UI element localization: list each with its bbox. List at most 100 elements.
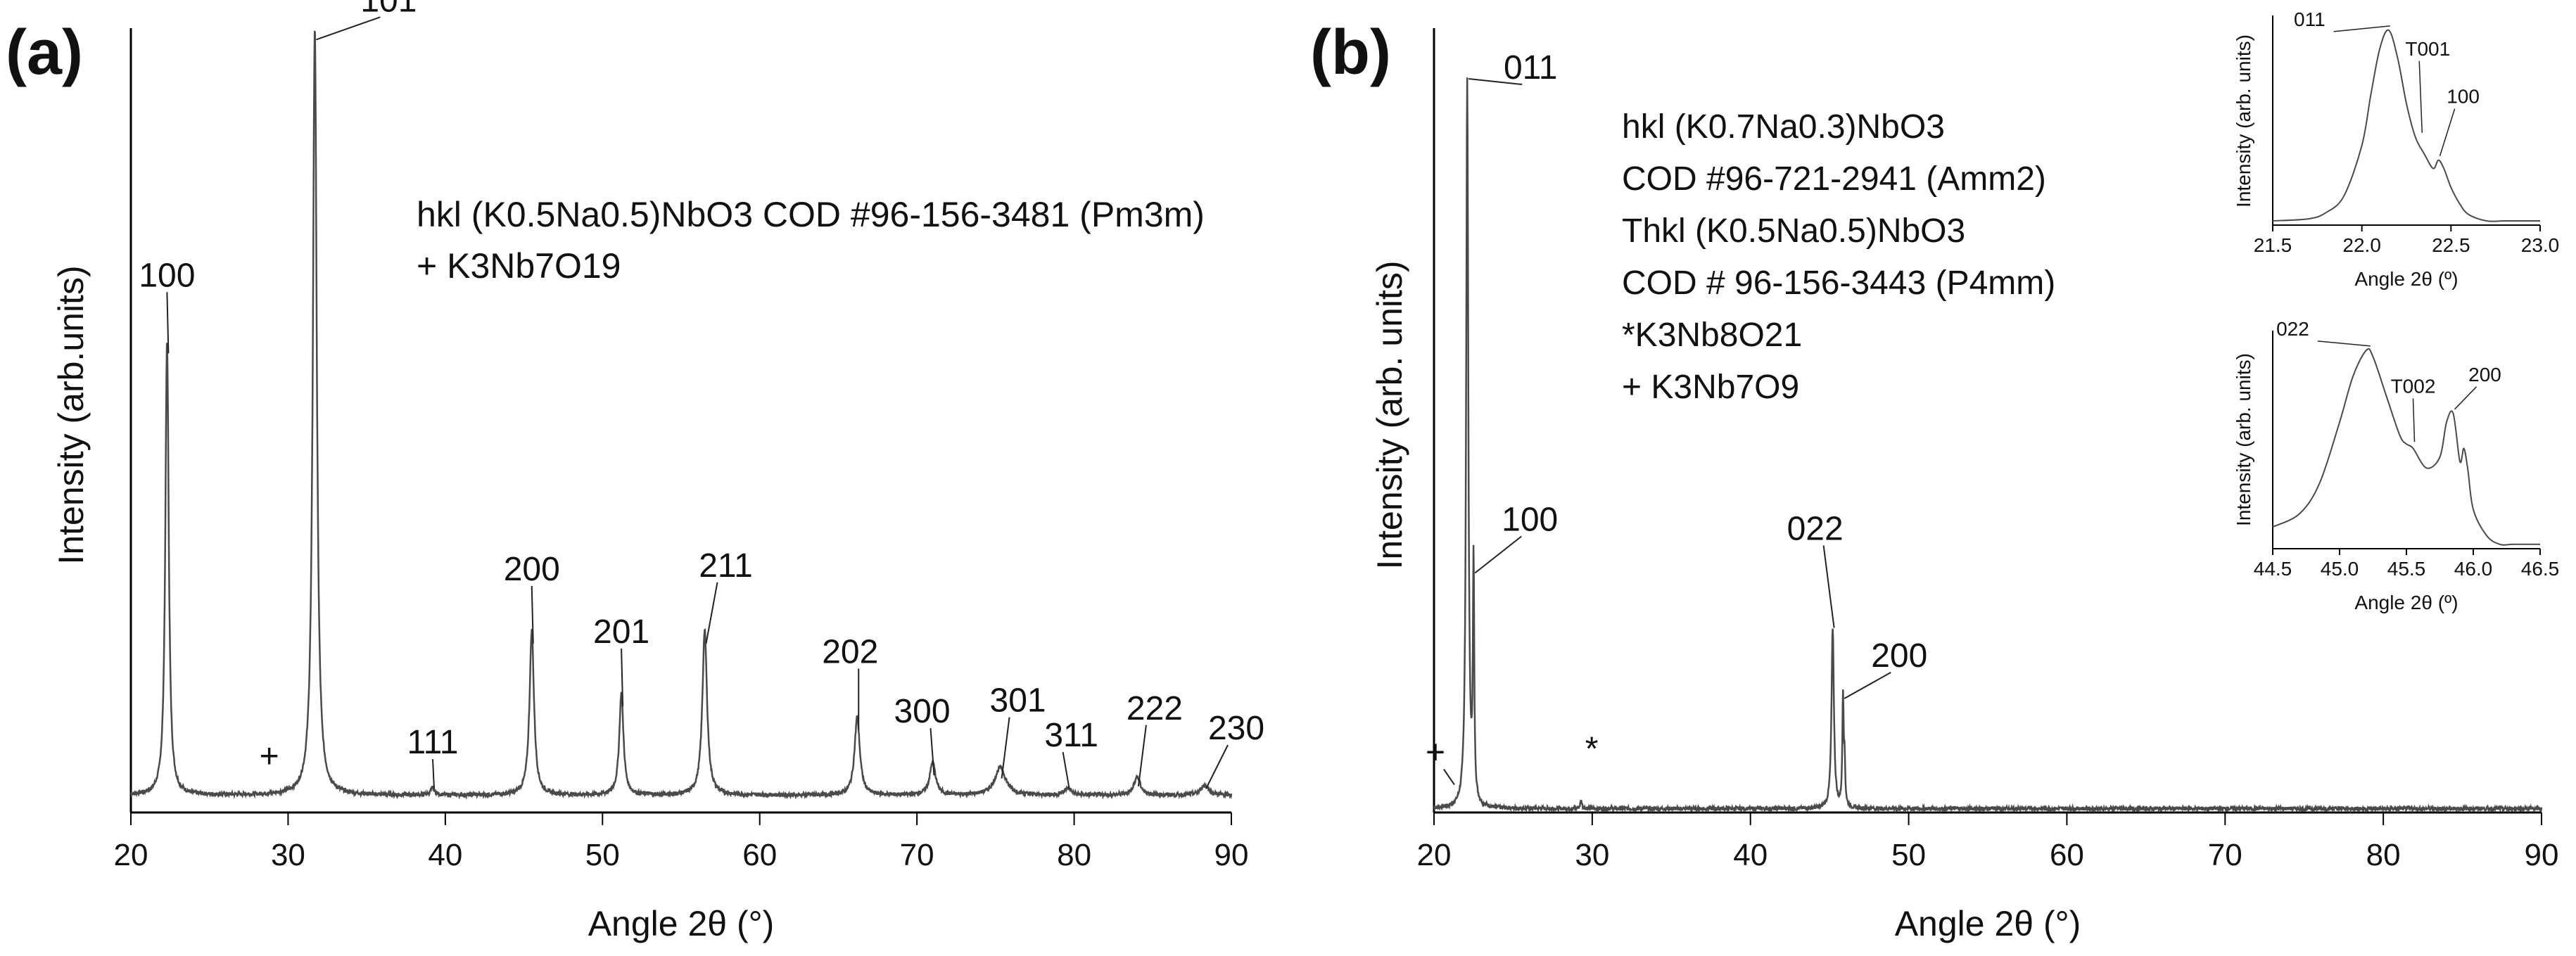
peak-leader-line <box>1822 545 1835 628</box>
peak-label: 201 <box>593 613 649 651</box>
x-tick-label: 45.5 <box>2387 558 2426 580</box>
peak-leader-line <box>2439 108 2456 156</box>
x-tick-label: 46.5 <box>2521 558 2560 580</box>
peak-label: + <box>260 738 279 775</box>
x-ticks: 21.5 22.0 22.5 23.0 <box>2254 225 2559 256</box>
x-tick-label: 45.0 <box>2321 558 2359 580</box>
peak-leader-line <box>531 585 534 644</box>
x-tick-label: 50 <box>1891 838 1926 872</box>
x-tick-label: 46.0 <box>2454 558 2493 580</box>
diffraction-pattern-line <box>1433 77 2543 814</box>
x-tick-label: 40 <box>428 838 462 872</box>
x-ticks: 44.5 45.0 45.5 46.0 46.5 <box>2254 549 2560 580</box>
peak-leader-line <box>705 582 718 644</box>
peak-label: + <box>1426 734 1445 772</box>
peak-leader-line <box>1443 768 1455 786</box>
x-tick-label: 50 <box>585 838 620 872</box>
panel-label: (b) <box>1310 18 1391 88</box>
peak-label: 111 <box>407 724 458 761</box>
peak-label: 200 <box>1871 637 1927 675</box>
x-tick-label: 70 <box>2208 838 2242 872</box>
x-axis-label: Angle 2θ (º) <box>2354 268 2458 290</box>
x-tick-label: 30 <box>271 838 305 872</box>
phase-annotation-2: COD #96-721-2941 (Amm2) <box>1622 160 2046 198</box>
x-tick-label: 80 <box>1057 838 1091 872</box>
peak-leader-line <box>2412 398 2416 442</box>
peak-leader-line <box>621 649 624 707</box>
x-tick-label: 90 <box>1214 838 1249 872</box>
peak-label: 100 <box>2447 86 2480 108</box>
phase-annotation-4: COD # 96-156-3443 (P4mm) <box>1622 265 2055 302</box>
phase-annotation-2: + K3Nb7O19 <box>417 246 621 286</box>
peak-leader-line <box>1001 717 1010 779</box>
peak-label: 301 <box>990 682 1046 720</box>
x-tick-label: 70 <box>900 838 934 872</box>
phase-annotation-3: Thkl (K0.5Na0.5)NbO3 <box>1622 212 1965 250</box>
x-tick-label: 22.0 <box>2342 234 2381 256</box>
peak-leader-line <box>1137 725 1147 786</box>
peak-leader-line <box>1844 672 1891 699</box>
peak-label: 011 <box>1504 49 1558 87</box>
x-tick-label: 80 <box>2366 838 2401 872</box>
peak-label: 200 <box>2468 364 2501 385</box>
peak-leader-line <box>1468 78 1523 86</box>
peak-leader-line <box>2317 340 2371 347</box>
peak-label: T002 <box>2391 375 2436 397</box>
y-axis-label: Intensity (arb. units) <box>2233 34 2254 208</box>
x-ticks: 20 30 40 50 60 70 80 90 <box>114 812 1249 872</box>
phase-annotation: hkl (K0.7Na0.3)NbO3 COD #96-721-2941 (Am… <box>1622 108 2055 406</box>
peak-label: 200 <box>504 551 560 588</box>
peak-labels: 011 100 + * 022 200 <box>1426 49 1927 786</box>
peak-label: 100 <box>139 257 195 294</box>
x-tick-label: 90 <box>2525 838 2559 872</box>
x-tick-label: 22.5 <box>2432 234 2470 256</box>
inset-pattern-line <box>2272 348 2540 546</box>
peak-leader-line <box>1205 744 1229 789</box>
inset-chart-2: 44.5 45.0 45.5 46.0 46.5 022 T002 200 Angle 2θ… <box>2233 318 2559 613</box>
peak-label: * <box>1585 731 1599 768</box>
peak-leader-line <box>1474 535 1522 574</box>
x-tick-label: 20 <box>114 838 148 872</box>
panel-a: (a) 20 30 40 50 60 70 80 90 100 101 + 111 200 201 211… <box>6 0 1264 943</box>
x-tick-label: 21.5 <box>2254 234 2292 256</box>
y-axis-label: Intensity (arb. units) <box>1370 260 1409 569</box>
peak-label: 022 <box>2276 318 2309 340</box>
x-axis-label: Angle 2θ (°) <box>588 904 775 943</box>
peak-leader-line <box>2418 60 2423 133</box>
peak-label: 222 <box>1127 690 1183 727</box>
x-ticks: 20 30 40 50 60 70 80 90 <box>1417 812 2559 872</box>
peak-leader-line <box>1062 751 1070 789</box>
x-tick-label: 30 <box>1575 838 1609 872</box>
phase-annotation-1: hkl (K0.5Na0.5)NbO3 COD #96-156-3481 (Pm… <box>417 195 1205 234</box>
peak-leader-line <box>929 728 935 776</box>
phase-annotation-5: *K3Nb8O21 <box>1622 317 1802 354</box>
peak-label: T001 <box>2405 38 2450 60</box>
peak-labels: 011 T001 100 <box>2294 8 2480 156</box>
peak-leader-line <box>2333 25 2390 32</box>
peak-leader-line <box>316 16 381 41</box>
peak-leader-line <box>431 759 435 789</box>
x-tick-label: 20 <box>1417 838 1452 872</box>
peak-label: 300 <box>894 693 950 730</box>
phase-annotation-6: + K3Nb7O9 <box>1622 369 1799 406</box>
peak-leader-line <box>2454 386 2477 410</box>
inset-chart-1: 21.5 22.0 22.5 23.0 011 T001 100 Angle 2θ (º)… <box>2233 8 2559 290</box>
peak-label: 202 <box>822 634 878 671</box>
x-tick-label: 60 <box>2050 838 2084 872</box>
inset-pattern-line <box>2272 29 2540 222</box>
x-tick-label: 40 <box>1733 838 1768 872</box>
diffraction-pattern-line <box>130 30 1233 800</box>
peak-label: 211 <box>699 547 753 585</box>
x-axis-label: Angle 2θ (°) <box>1895 904 2081 943</box>
phase-annotation-1: hkl (K0.7Na0.3)NbO3 <box>1622 108 1945 146</box>
x-axis-label: Angle 2θ (º) <box>2354 592 2458 613</box>
x-tick-label: 44.5 <box>2254 558 2292 580</box>
peak-label: 101 <box>360 0 417 19</box>
x-tick-label: 60 <box>742 838 777 872</box>
peak-leader-line <box>166 292 170 354</box>
peak-label: 022 <box>1787 511 1844 548</box>
y-axis-label: Intensity (arb.units) <box>51 265 91 564</box>
y-axis-label: Intensity (arb. units) <box>2233 353 2254 526</box>
